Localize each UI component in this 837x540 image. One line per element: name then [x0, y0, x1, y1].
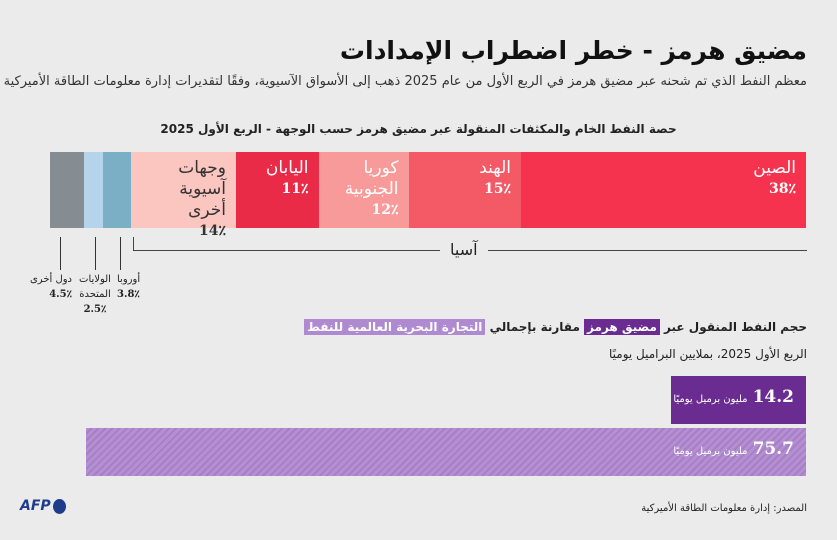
bar-segment: وجهات آسيوية أخرى 14٪ — [131, 152, 236, 239]
segment-name: المتحدة — [79, 289, 111, 300]
subtitle: معظم النفط الذي تم شحنه عبر مضيق هرمز في… — [3, 74, 807, 89]
segment-label: اليابان 11٪ — [266, 158, 309, 200]
heading-highlight-hormuz: مضيق هرمز — [584, 319, 660, 335]
stacked-bar: الصين 38٪ الهند 15٪ كوريا الجنوبية 12٪ اليابان 1… — [50, 152, 806, 239]
afp-logo-text: AFP — [20, 498, 51, 514]
segment-name: الجنوبية — [344, 179, 399, 199]
segment-value: 38٪ — [768, 181, 796, 197]
volume-heading: حجم النفط المنقول عبر مضيق هرمز مقارنة ب… — [304, 319, 807, 335]
segment-value: 3.8٪ — [117, 289, 140, 300]
bar-segment: اليابان 11٪ — [236, 152, 319, 228]
segment-value: 11٪ — [281, 181, 309, 197]
segment-name: كوريا — [363, 158, 399, 178]
segment-name: دول أخرى — [29, 274, 72, 285]
label-tick — [60, 237, 61, 270]
segment-name: الصين — [753, 158, 796, 178]
segment-label: الصين 38٪ — [753, 158, 796, 200]
bar-value: 75.7 — [752, 439, 794, 459]
segment-value: 2.5٪ — [83, 304, 107, 315]
segment-name: الهند — [479, 158, 511, 178]
segment-value: 12٪ — [371, 202, 399, 218]
segment-label: أوروبا 3.8٪ — [117, 272, 140, 302]
segment-name: الولايات — [79, 274, 111, 285]
bar-label: 75.7 مليون برميل يوميًا — [673, 439, 794, 459]
bar-value: 14.2 — [752, 387, 794, 407]
segment-name: اليابان — [265, 158, 309, 178]
afp-logo-dot — [52, 498, 66, 514]
segment-value: 14٪ — [198, 223, 226, 239]
bar-unit: مليون برميل يوميًا — [673, 446, 748, 457]
bar-segment: الهند 15٪ — [408, 152, 521, 228]
segment-name: أخرى — [188, 200, 226, 220]
segment-name: أوروبا — [117, 274, 141, 285]
segment-label: دول أخرى 4.5٪ — [30, 272, 72, 302]
bar-segment: كوريا الجنوبية 12٪ — [318, 152, 409, 228]
asia-label: آسيا — [440, 240, 488, 259]
bar-world-trade: 75.7 مليون برميل يوميًا — [86, 428, 806, 476]
source-note: المصدر: إدارة معلومات الطاقة الأميركية — [641, 503, 807, 514]
label-tick — [95, 237, 96, 270]
segment-label: الولايات المتحدة 2.5٪ — [79, 272, 111, 317]
segment-label: الهند 15٪ — [479, 158, 511, 200]
page-title: مضيق هرمز - خطر اضطراب الإمدادات — [339, 36, 807, 65]
segment-label: كوريا الجنوبية 12٪ — [345, 158, 399, 221]
bar-label: 14.2 مليون برميل يوميًا — [673, 387, 794, 407]
bar-segment: الصين 38٪ — [521, 152, 806, 228]
bar-hormuz: 14.2 مليون برميل يوميًا — [670, 376, 806, 424]
segment-value: 15٪ — [483, 181, 511, 197]
segment-name: وجهات آسيوية — [178, 158, 226, 199]
bar-segment — [50, 152, 84, 228]
label-tick — [120, 237, 121, 270]
bar-unit: مليون برميل يوميًا — [673, 394, 748, 405]
segment-value: 4.5٪ — [49, 289, 72, 300]
heading-highlight-world: التجارة البحرية العالمية للنفط — [304, 319, 486, 335]
bar-segment — [83, 152, 103, 228]
heading-part: حجم النفط المنقول عبر — [659, 320, 807, 334]
bar-segment — [102, 152, 131, 228]
volume-subtitle: الربع الأول 2025، بملايين البراميل يوميً… — [608, 347, 807, 361]
chart-title: حصة النفط الخام والمكثفات المنقولة عبر م… — [160, 122, 677, 136]
segment-label: وجهات آسيوية أخرى 14٪ — [131, 158, 226, 242]
heading-part: مقارنة بإجمالي — [485, 320, 585, 334]
afp-logo: AFP — [20, 498, 66, 514]
